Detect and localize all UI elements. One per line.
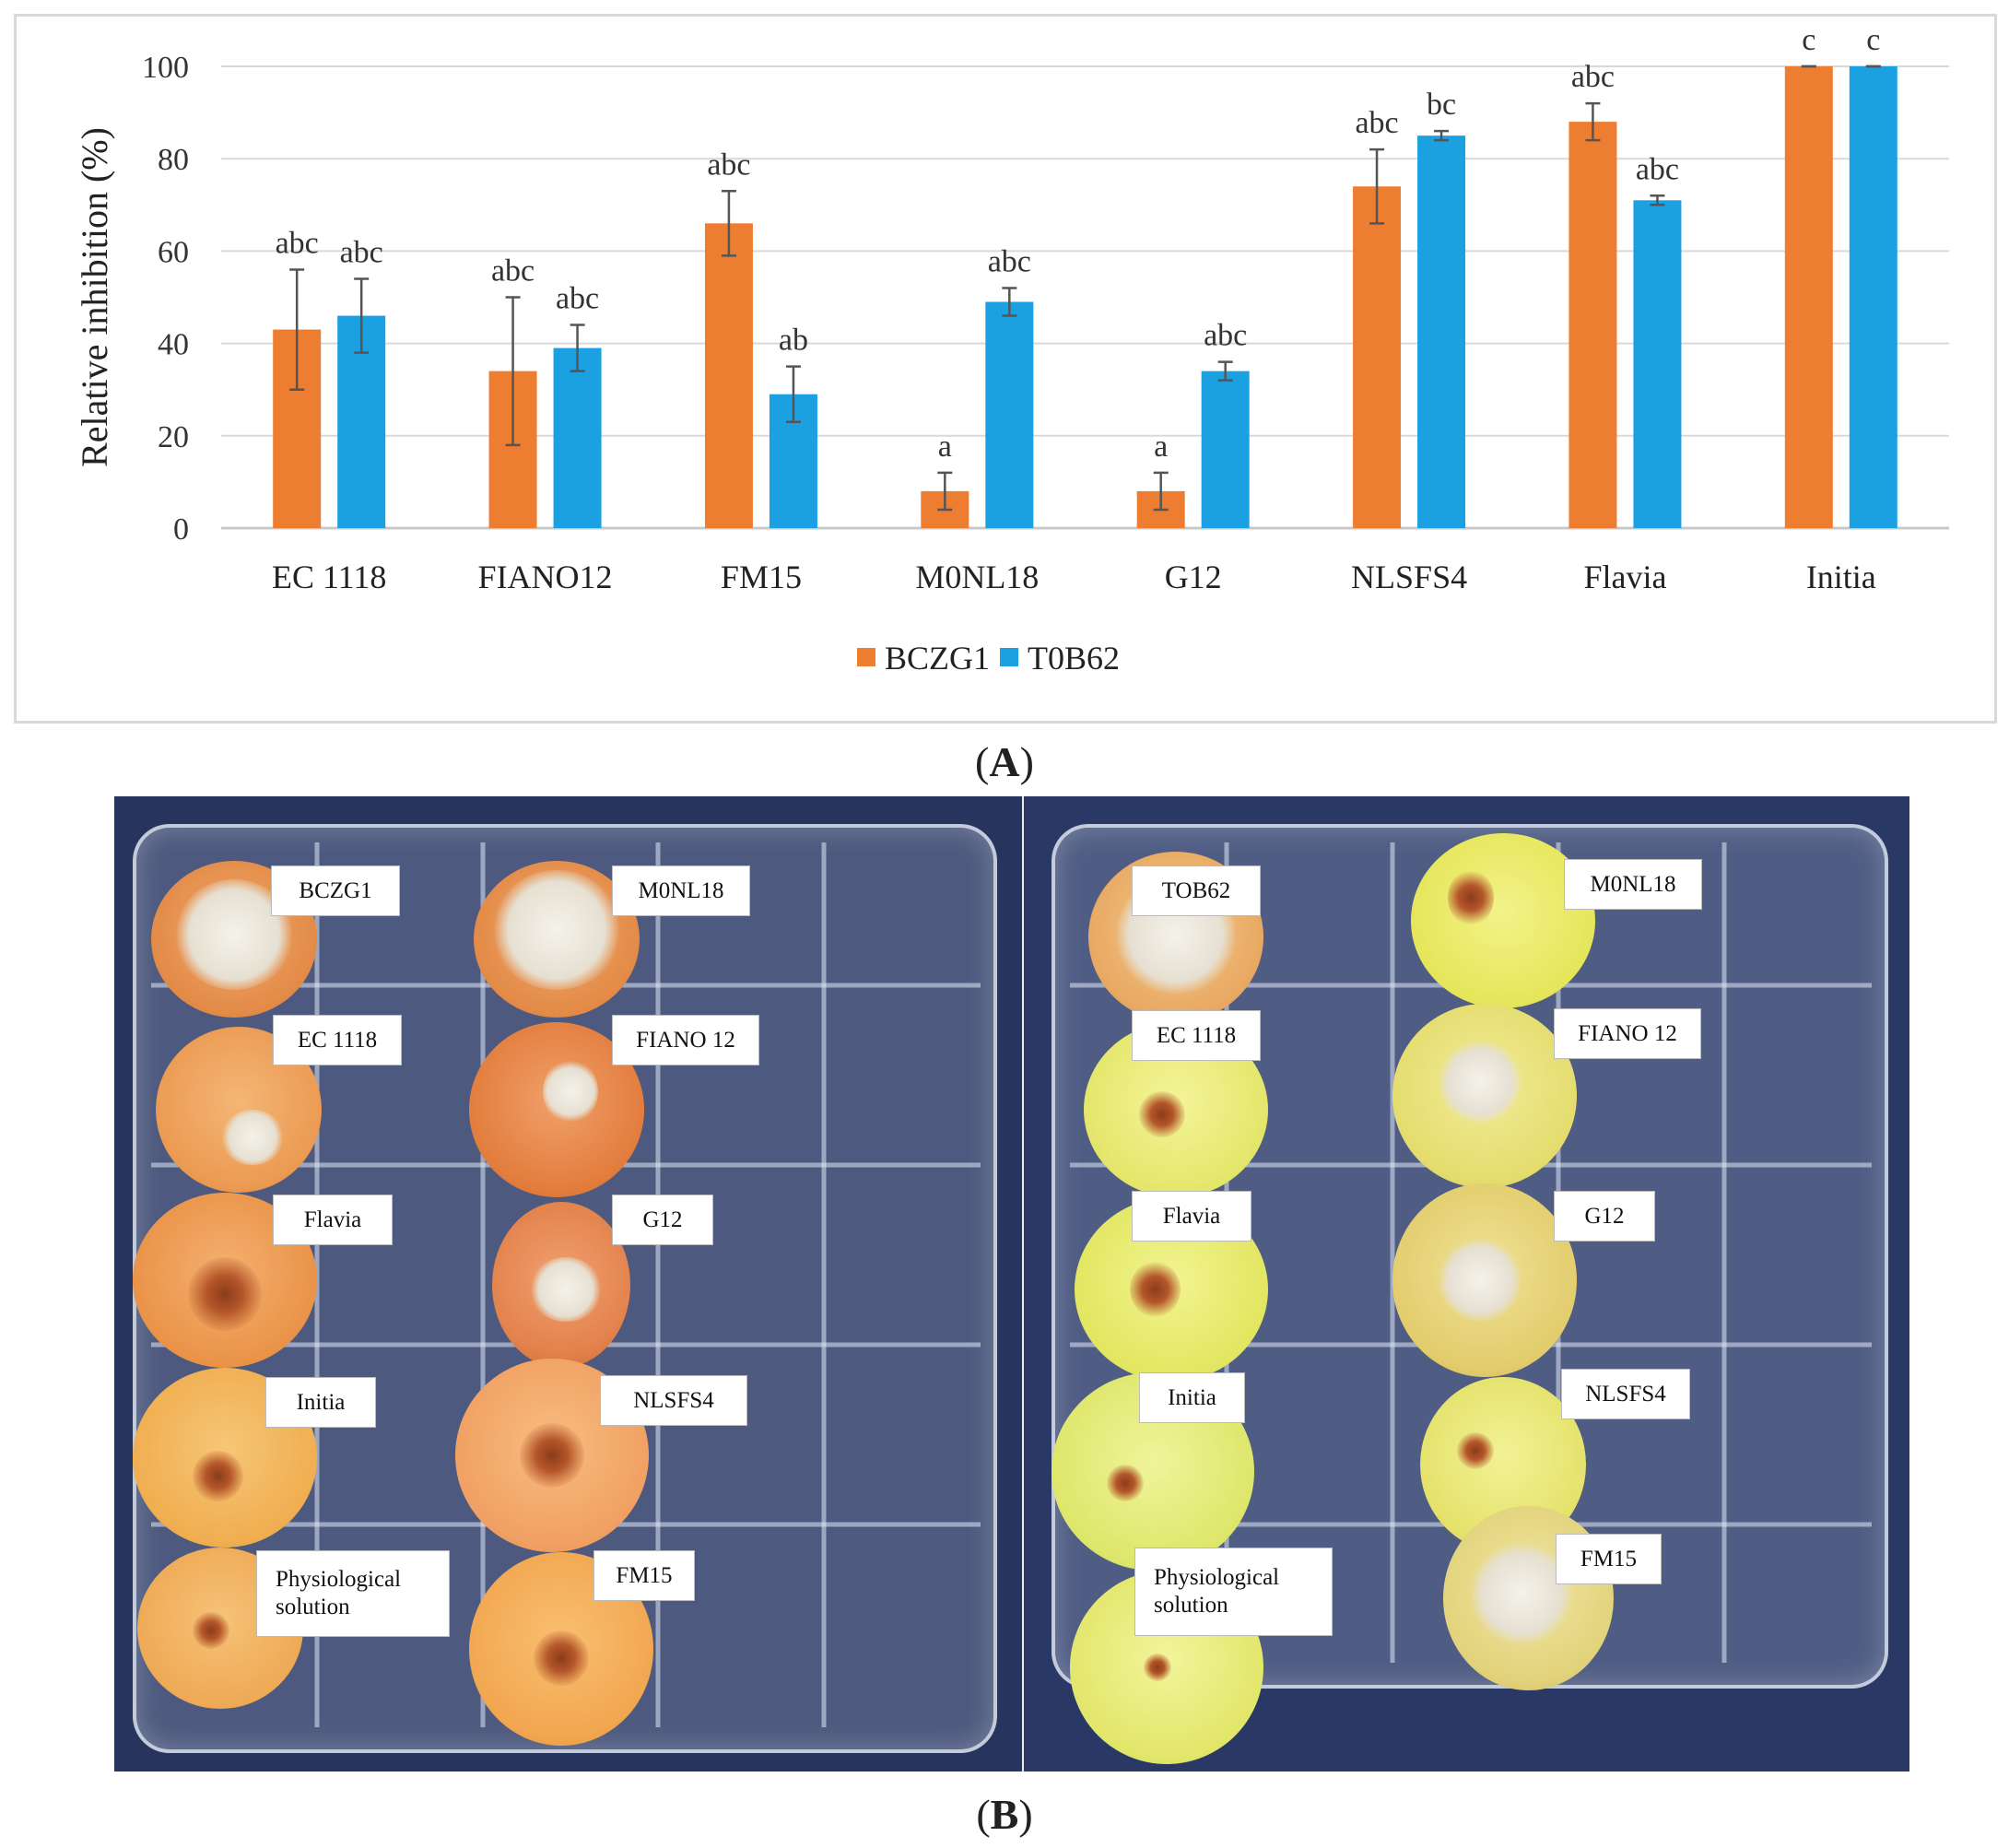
x-tick-label: Flavia [1583,559,1666,595]
y-tick-label: 20 [158,420,189,454]
bar-t0b62 [1417,135,1466,528]
photo-divider [1022,796,1024,1771]
legend-swatch [1000,648,1018,666]
grape-label: M0NL18 [612,865,750,916]
y-axis-label: Relative inhibition (%) [74,127,115,467]
significance-letter: abc [1204,319,1247,353]
significance-letter: abc [1355,106,1398,140]
y-tick-label: 80 [158,143,189,177]
grape-label: G12 [1554,1191,1655,1242]
grape [492,1202,630,1368]
y-tick-label: 40 [158,328,189,362]
grape-label: Physiological solution [1134,1548,1333,1636]
photo-right-t0b62-tray: TOB62 M0NL18 EC 1118 FIANO 12 Flavia G12… [1024,796,1909,1771]
grape-label: Initia [265,1377,376,1428]
significance-letter: abc [988,244,1031,278]
grape-label: NLSFS4 [1561,1369,1690,1419]
y-tick-label: 100 [142,51,189,85]
photo-left-bczg1-tray: BCZG1 M0NL18 EC 1118 FIANO 12 Flavia G12… [114,796,1022,1771]
bar-bczg1 [1568,122,1617,528]
significance-letter: a [1154,430,1168,464]
significance-letter: bc [1427,88,1456,122]
legend-label: BCZG1 [885,640,990,677]
x-tick-label: G12 [1165,559,1222,595]
grape-label: M0NL18 [1564,859,1702,910]
y-tick-label: 60 [158,235,189,269]
grape-label: Initia [1139,1372,1245,1423]
significance-letter: a [938,430,952,464]
panel-label-b: (B) [976,1791,1033,1838]
grape-label: FM15 [593,1550,695,1601]
x-tick-label: EC 1118 [272,559,386,595]
grape-label: G12 [612,1195,713,1245]
grape [1392,1183,1577,1377]
significance-letter: c [1866,23,1880,57]
y-tick-label: 0 [173,512,189,547]
grape-label: Flavia [1132,1191,1251,1242]
bar-bczg1 [1353,186,1402,528]
bar-bczg1 [704,223,753,528]
x-tick-label: Initia [1806,559,1876,595]
grape-label: TOB62 [1132,865,1261,916]
bar-t0b62 [1633,200,1682,529]
significance-letter: ab [779,324,808,358]
x-tick-label: NLSFS4 [1351,559,1467,595]
grape-label: Physiological solution [256,1550,450,1637]
bar-t0b62 [553,347,602,528]
significance-letter: abc [707,147,750,182]
bar-bczg1 [1784,66,1833,528]
x-tick-label: M0NL18 [915,559,1039,595]
bar-t0b62 [1849,66,1897,528]
grape [156,1027,322,1193]
grape-label: EC 1118 [1132,1010,1261,1061]
significance-letter: abc [276,226,319,260]
significance-letter: abc [491,254,535,288]
legend-swatch [857,648,875,666]
x-tick-label: FM15 [721,559,802,595]
bar-t0b62 [1201,371,1250,528]
significance-letter: c [1802,23,1815,57]
grape-label: FIANO 12 [612,1015,759,1065]
significance-letter: abc [1636,152,1679,186]
grape-label: FM15 [1556,1534,1662,1584]
panel-label-a: (A) [975,738,1034,785]
grape-label: BCZG1 [271,865,400,916]
grape [1392,1004,1577,1188]
grape-label: FIANO 12 [1554,1008,1701,1059]
grape-label: Flavia [273,1195,393,1245]
x-tick-label: FIANO12 [478,559,613,595]
legend-label: T0B62 [1028,640,1120,677]
grape-label: EC 1118 [273,1015,402,1065]
bar-t0b62 [985,301,1034,528]
grape-label: NLSFS4 [600,1375,747,1426]
significance-letter: abc [556,282,599,316]
significance-letter: abc [1571,60,1615,94]
significance-letter: abc [340,235,383,269]
photo-panel-b: BCZG1 M0NL18 EC 1118 FIANO 12 Flavia G12… [114,796,1909,1771]
